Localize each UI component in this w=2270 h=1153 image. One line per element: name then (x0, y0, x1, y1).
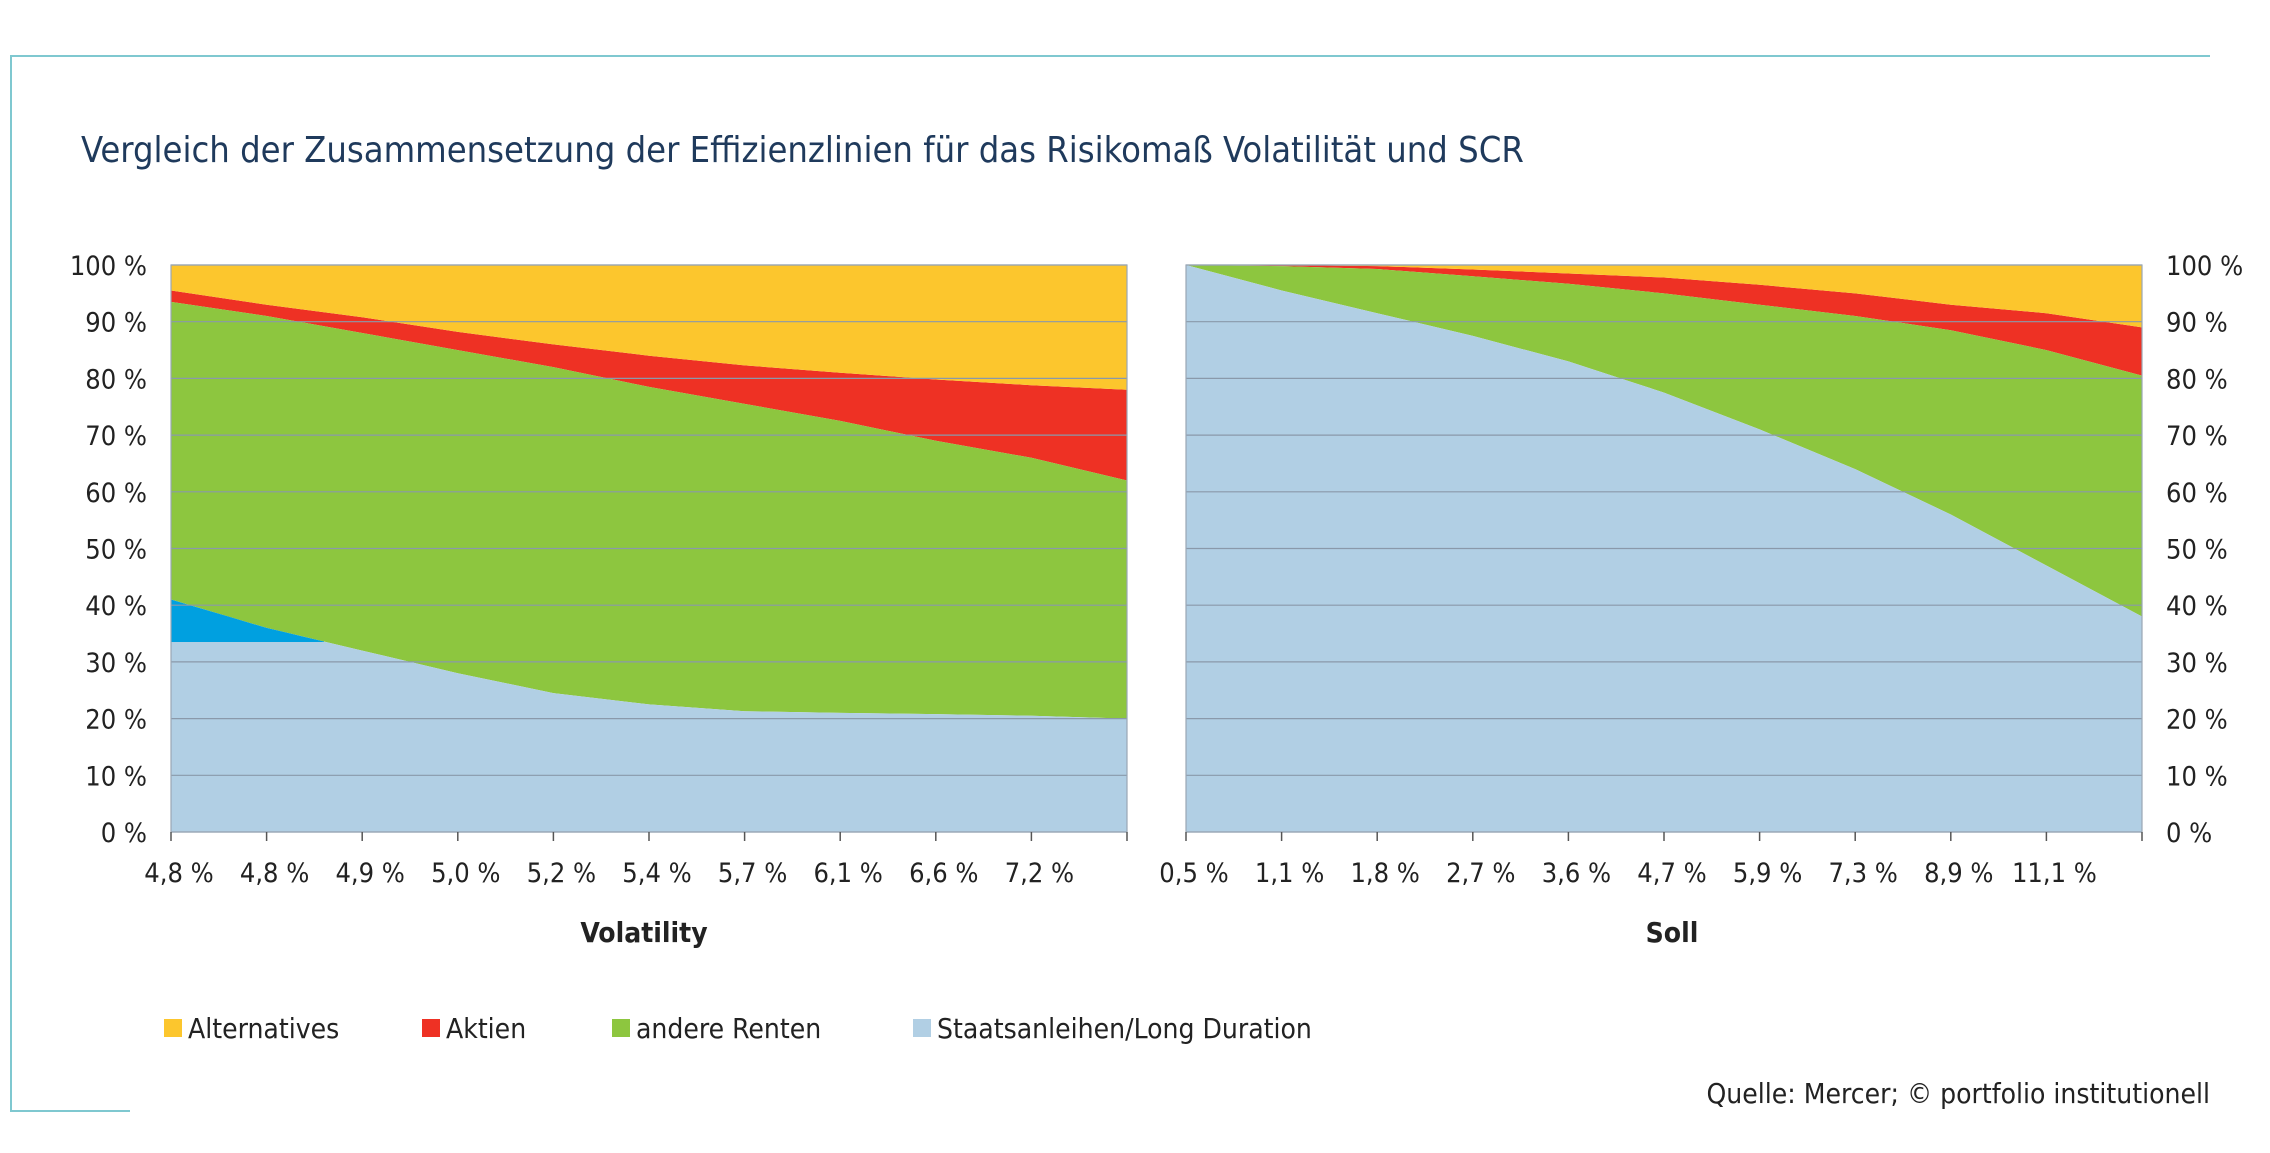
y-tick-label: 70 % (85, 421, 147, 452)
x-tick-label: 2,7 % (1446, 858, 1515, 889)
legend-swatch-andere-renten (612, 1019, 630, 1037)
chart-title: Vergleich der Zusammensetzung der Effizi… (81, 130, 1524, 171)
x-tick-label: 1,8 % (1350, 858, 1419, 889)
y-tick-label: 50 % (2166, 535, 2228, 566)
y-tick-label: 0 % (2166, 818, 2212, 849)
x-tick-label: 0,5 % (1159, 858, 1228, 889)
legend-item-aktien: Aktien (422, 1011, 527, 1045)
y-tick-label: 100 % (2166, 251, 2243, 282)
y-tick-label: 50 % (85, 535, 147, 566)
x-tick-label: 1,1 % (1255, 858, 1324, 889)
frame-bottom-line (10, 1110, 130, 1112)
legend-swatch-alternatives (164, 1019, 182, 1037)
area-aktien (1186, 265, 2142, 376)
x-tick-label: 5,4 % (622, 858, 691, 889)
y-tick-label: 10 % (2166, 761, 2228, 792)
x-tick-label: 7,2 % (1005, 858, 1074, 889)
x-tick-label: 8,9 % (1924, 858, 1993, 889)
y-tick-label: 70 % (2166, 421, 2228, 452)
x-axis-title: Soll (1646, 916, 1699, 949)
y-tick-label: 80 % (85, 364, 147, 395)
area-alternatives (1186, 265, 2142, 328)
y-tick-label: 60 % (85, 478, 147, 509)
y-tick-label: 90 % (85, 308, 147, 339)
frame-top-line (10, 55, 2210, 57)
y-tick-label: 10 % (85, 761, 147, 792)
area-aktien (171, 290, 1127, 481)
y-tick-label: 30 % (2166, 648, 2228, 679)
y-tick-label: 80 % (2166, 364, 2228, 395)
x-tick-label: 5,9 % (1733, 858, 1802, 889)
y-tick-label: 40 % (2166, 591, 2228, 622)
x-tick-label: 5,7 % (718, 858, 787, 889)
legend-label-aktien: Aktien (446, 1011, 527, 1045)
source-note: Quelle: Mercer; © portfolio institutione… (1706, 1077, 2210, 1110)
legend-item-staatsanleihen: Staatsanleihen/Long Duration (913, 1011, 1312, 1045)
x-tick-label: 4,7 % (1637, 858, 1706, 889)
area-extra-blue-wedge (171, 599, 324, 643)
x-tick-label: 11,1 % (2012, 858, 2097, 889)
legend-item-alternatives: Alternatives (164, 1011, 340, 1045)
y-tick-label: 30 % (85, 648, 147, 679)
y-tick-label: 90 % (2166, 308, 2228, 339)
y-tick-label: 20 % (2166, 705, 2228, 736)
legend-item-andere-renten: andere Renten (612, 1011, 822, 1045)
x-tick-label: 4,9 % (335, 858, 404, 889)
legend-label-andere-renten: andere Renten (636, 1011, 822, 1045)
frame-left-line (10, 55, 12, 1112)
y-tick-label: 40 % (85, 591, 147, 622)
area-staatsanleihen (171, 599, 1127, 832)
y-tick-label: 100 % (70, 251, 147, 282)
y-tick-label: 20 % (85, 705, 147, 736)
y-tick-label: 0 % (101, 818, 147, 849)
legend-label-alternatives: Alternatives (188, 1011, 340, 1045)
y-tick-label: 60 % (2166, 478, 2228, 509)
x-tick-label: 7,3 % (1828, 858, 1897, 889)
area-andere-renten (1186, 265, 2142, 617)
x-tick-label: 5,0 % (431, 858, 500, 889)
x-axis-title: Volatility (580, 916, 707, 949)
legend-swatch-staatsanleihen (913, 1019, 931, 1037)
x-tick-label: 6,6 % (909, 858, 978, 889)
x-tick-label: 5,2 % (527, 858, 596, 889)
x-tick-label: 3,6 % (1542, 858, 1611, 889)
x-tick-label: 6,1 % (813, 858, 882, 889)
x-tick-label: 4,8 % (240, 858, 309, 889)
legend-swatch-aktien (422, 1019, 440, 1037)
area-andere-renten (171, 301, 1127, 719)
legend-label-staatsanleihen: Staatsanleihen/Long Duration (937, 1011, 1312, 1045)
area-alternatives (171, 265, 1127, 390)
x-tick-label: 4,8 % (144, 858, 213, 889)
